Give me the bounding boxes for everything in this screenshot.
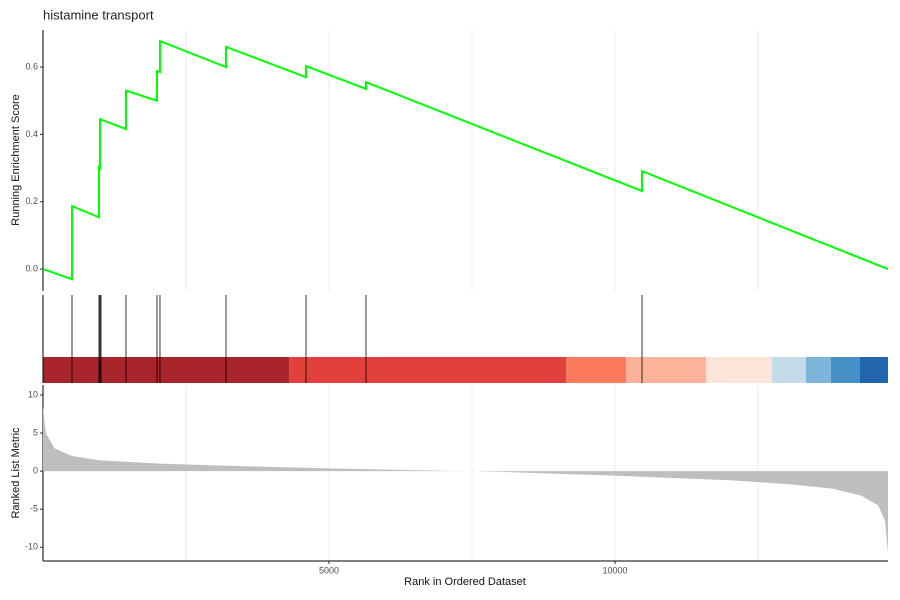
- y-axis-title: Ranked List Metric: [10, 427, 22, 519]
- y-tick-label: 10: [28, 389, 38, 399]
- color-band: [289, 357, 566, 383]
- y-tick-label: 0: [33, 465, 38, 475]
- color-band: [565, 357, 626, 383]
- y-tick-label: -10: [25, 542, 38, 552]
- x-tick-label: 5000: [319, 565, 339, 575]
- color-band: [805, 357, 831, 383]
- color-band: [625, 357, 706, 383]
- running-es-line: [42, 39, 889, 281]
- y-tick-label: 0.2: [25, 196, 38, 206]
- color-band: [772, 357, 806, 383]
- color-band: [43, 357, 290, 383]
- x-tick-label: 10000: [602, 565, 627, 575]
- chart-title: histamine transport: [43, 7, 154, 22]
- metric-area: [43, 406, 888, 554]
- color-band: [830, 357, 860, 383]
- y-tick-label: 5: [33, 427, 38, 437]
- color-band: [705, 357, 773, 383]
- y-axis-title: Running Enrichment Score: [10, 94, 22, 225]
- y-tick-label: 0.0: [25, 263, 38, 273]
- y-tick-label: 0.4: [25, 129, 38, 139]
- color-band: [859, 357, 888, 383]
- x-axis-title: Rank in Ordered Dataset: [404, 576, 526, 588]
- y-tick-label: -5: [30, 504, 38, 514]
- y-tick-label: 0.6: [25, 61, 38, 71]
